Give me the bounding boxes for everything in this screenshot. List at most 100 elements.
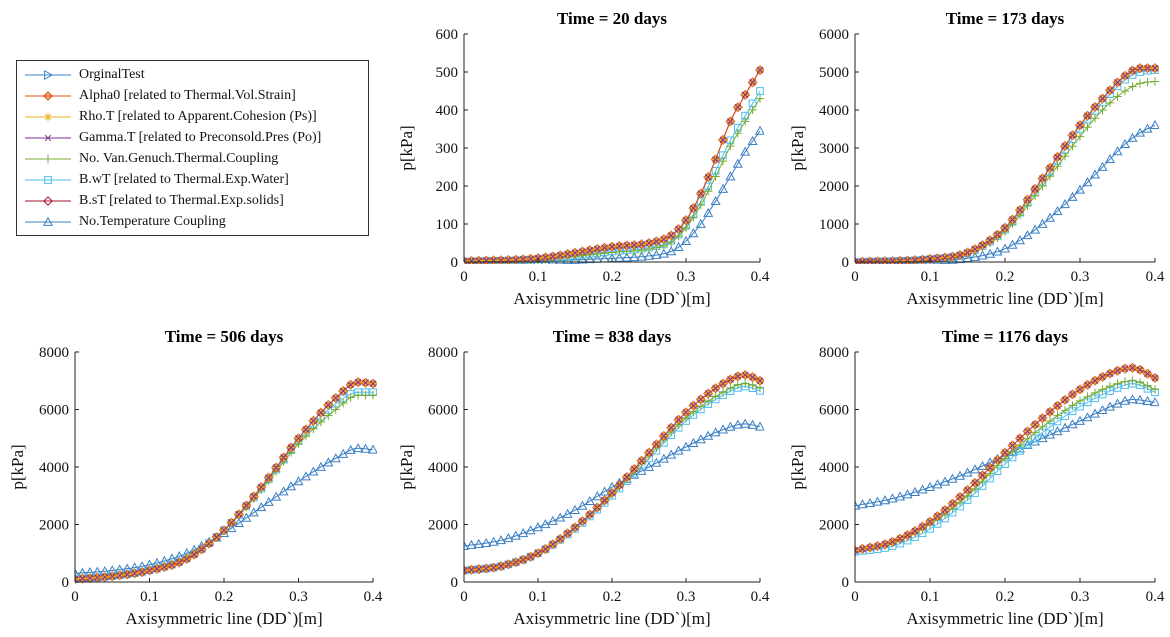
legend-label: No. Van.Genuch.Thermal.Coupling (79, 151, 279, 166)
data-point (503, 533, 514, 543)
data-point (1024, 428, 1031, 435)
data-point (660, 432, 668, 440)
legend-label: Gamma.T [related to Preconsold.Pres (Po)… (79, 130, 322, 145)
data-point (248, 507, 259, 517)
data-point (909, 486, 921, 496)
data-point (505, 561, 512, 568)
data-point (717, 424, 729, 434)
y-tick-label: 6000 (819, 27, 849, 43)
data-point (994, 456, 1001, 464)
data-point (1045, 172, 1055, 181)
data-point (1069, 132, 1076, 139)
x-tick-label: 0.3 (677, 269, 696, 285)
data-point (924, 481, 936, 491)
data-point (902, 489, 913, 499)
data-point (977, 460, 988, 470)
y-axis-label: p[kPa] (397, 444, 416, 489)
y-axis-label: p[kPa] (8, 444, 27, 489)
data-point (725, 171, 736, 181)
y-tick-label: 8000 (819, 345, 849, 361)
data-point (727, 118, 734, 125)
data-point (94, 574, 101, 581)
data-point (1031, 421, 1039, 428)
data-point (926, 518, 934, 525)
series-2 (855, 376, 1159, 555)
data-point (962, 467, 973, 477)
data-point (586, 246, 594, 254)
data-point (879, 495, 891, 505)
data-point (756, 377, 764, 385)
plot-area (75, 377, 377, 584)
data-point (1082, 412, 1093, 422)
legend-label: No.Temperature Coupling (79, 214, 226, 229)
data-point (569, 504, 581, 514)
x-tick-label: 0.1 (529, 269, 548, 285)
data-point (241, 512, 252, 522)
data-point (183, 555, 191, 563)
data-point (556, 535, 564, 543)
data-point (564, 250, 571, 258)
data-point (75, 568, 81, 578)
data-point (1044, 429, 1056, 439)
data-point (1074, 184, 1086, 194)
data-point (1104, 401, 1116, 411)
legend-label: Alpha0 [related to Thermal.Vol.Strain] (79, 88, 296, 103)
y-axis-label: p[kPa] (788, 125, 807, 170)
data-point (302, 426, 310, 433)
data-point (369, 380, 377, 387)
y-tick-label: 0 (451, 575, 459, 591)
data-point (658, 453, 669, 463)
chart-title: Time = 838 days (553, 327, 672, 346)
x-tick-label: 0.1 (140, 589, 159, 605)
data-point (549, 540, 557, 548)
data-point (571, 249, 579, 257)
data-point (228, 519, 235, 526)
data-point (651, 249, 662, 259)
data-point (718, 156, 728, 166)
data-point (1151, 374, 1159, 382)
series-line (75, 394, 373, 580)
legend-marker (43, 91, 53, 101)
data-point (1112, 146, 1123, 156)
data-point (601, 244, 608, 252)
data-point (855, 258, 859, 264)
data-point (616, 242, 623, 250)
legend-swatch (25, 176, 71, 184)
x-axis-label: Axisymmetric line (DD`)[m] (513, 609, 710, 628)
x-tick-label: 0.4 (751, 269, 770, 285)
data-point (697, 190, 705, 197)
data-point (271, 491, 282, 501)
data-point (1037, 218, 1048, 228)
data-point (482, 257, 490, 264)
legend-entry: Gamma.T [related to Preconsold.Pres (Po)… (17, 127, 368, 148)
data-point (689, 213, 698, 222)
data-point (468, 257, 475, 264)
data-point (1045, 416, 1055, 426)
data-point (564, 530, 571, 537)
x-tick-label: 0 (460, 269, 468, 285)
data-point (719, 380, 727, 387)
data-point (1022, 230, 1033, 240)
plot-area (855, 63, 1159, 264)
data-point (755, 94, 764, 103)
series-3 (464, 382, 764, 575)
data-point (638, 457, 645, 465)
data-point (1052, 426, 1063, 436)
y-tick-label: 4000 (428, 460, 458, 476)
data-point (971, 245, 979, 253)
legend-marker (44, 134, 52, 142)
data-point (571, 524, 579, 531)
data-point (278, 486, 289, 496)
data-point (123, 571, 131, 578)
data-point (1097, 161, 1108, 171)
chart-panel-5: Time = 1176 days 0 0.1 0.2 0.3 0.4 0 2000 4000 60… (788, 327, 1165, 628)
data-point (733, 129, 742, 138)
data-point (1059, 422, 1071, 432)
data-point (1089, 169, 1101, 179)
series-line (855, 380, 1156, 551)
data-point (1022, 439, 1033, 450)
series-line (464, 383, 761, 571)
legend-label: B.sT [related to Thermal.Exp.solids] (79, 193, 284, 208)
data-point (1121, 72, 1129, 80)
data-point (464, 540, 470, 550)
